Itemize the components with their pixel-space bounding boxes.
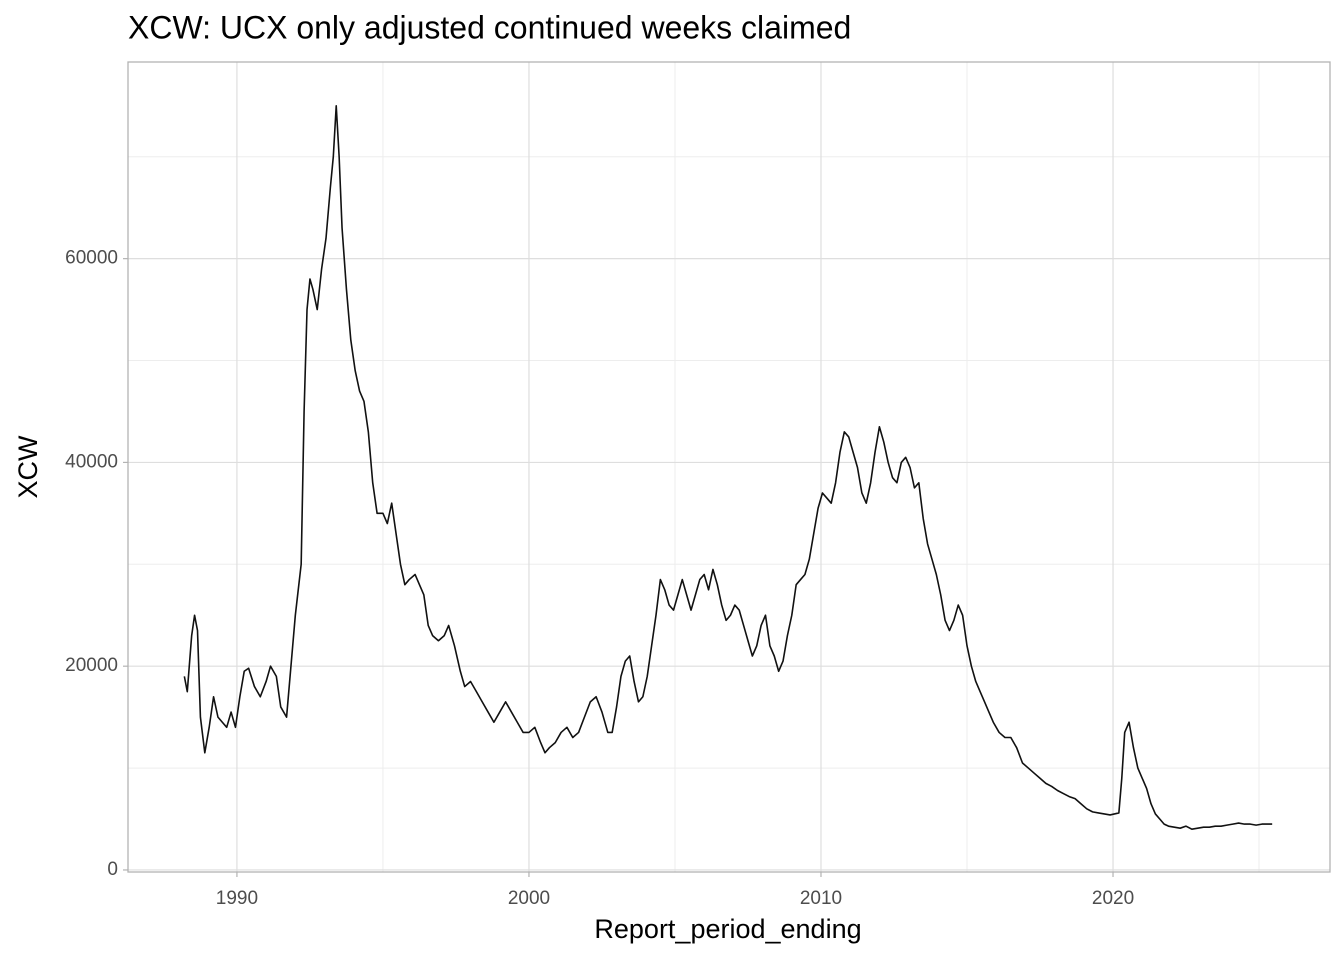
x-tick-label: 1990 [216,888,258,909]
y-tick-label: 0 [107,859,118,880]
plot-panel [128,62,1330,872]
x-axis-label: Report_period_ending [594,914,861,944]
chart-title: XCW: UCX only adjusted continued weeks c… [128,9,851,45]
x-tick-label: 2010 [800,888,842,909]
y-tick-label: 60000 [65,248,118,269]
y-axis-label: XCW [13,435,43,499]
y-tick-label: 20000 [65,655,118,676]
panel-border [127,61,1331,873]
x-tick-label: 2020 [1092,888,1134,909]
y-tick-label: 40000 [65,451,118,472]
x-tick-label: 2000 [508,888,550,909]
data-line [183,105,1273,831]
